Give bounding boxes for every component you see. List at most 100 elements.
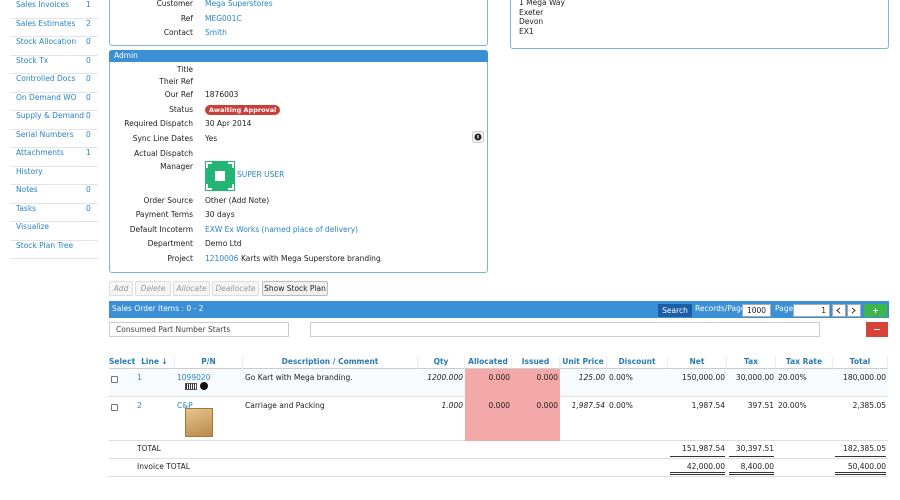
admin-title: Admin (114, 51, 138, 60)
admin-label: Default Incoterm (129, 225, 193, 234)
table-cell[interactable]: 2 (137, 401, 142, 410)
sidebar-item[interactable] (10, 74, 98, 93)
sidebar-item[interactable] (10, 204, 98, 222)
sidebar-label[interactable]: Attachments (16, 148, 64, 157)
address-line: Devon (519, 17, 544, 27)
table-cell: 20.00% (778, 373, 807, 382)
action-button[interactable]: Delete (135, 281, 171, 296)
sidebar-item[interactable] (10, 37, 98, 56)
sidebar-item[interactable] (10, 185, 98, 204)
next-page[interactable] (847, 304, 861, 317)
admin-value: Demo Ltd (205, 239, 242, 248)
column-header[interactable]: P/N (175, 356, 243, 369)
sidebar-count: 0 (86, 129, 91, 139)
column-header[interactable]: Select (109, 356, 135, 369)
column-header[interactable]: Discount (607, 356, 668, 369)
admin-value: Other (Add Note) (205, 196, 270, 205)
sidebar-label[interactable]: History (16, 166, 43, 176)
action-button[interactable]: Add (109, 281, 133, 296)
column-header[interactable]: Line ↓ (135, 356, 175, 369)
action-button[interactable]: Allocate (173, 281, 210, 296)
table-cell: 125.00 (578, 373, 605, 382)
admin-label: Their Ref (159, 77, 193, 86)
sidebar-item[interactable] (10, 167, 98, 185)
table-cell: 180,000.00 (843, 373, 886, 382)
sidebar-label[interactable]: On Demand WO (16, 92, 77, 102)
prev-page[interactable] (832, 304, 846, 317)
filter-input[interactable]: Consumed Part Number Starts (109, 322, 289, 337)
admin-value[interactable]: 1210006 (205, 254, 239, 263)
admin-label: Project (167, 254, 193, 263)
customer-value[interactable]: Smith (205, 28, 227, 37)
table-cell[interactable]: 1 (137, 373, 142, 382)
sidebar-item[interactable] (10, 19, 98, 37)
sidebar-item[interactable] (10, 111, 98, 130)
admin-value[interactable]: EXW Ex Works (named place of delivery) (205, 225, 359, 234)
total-value: 50,400.00 (835, 461, 886, 475)
page-input[interactable]: 1 (793, 304, 830, 317)
admin-panel (109, 50, 488, 273)
admin-label: Our Ref (164, 90, 193, 99)
column-header[interactable]: Description / Comment (243, 356, 418, 369)
address-panel (510, 0, 889, 49)
table-cell: 0.000 (536, 401, 558, 410)
search-button[interactable]: Search (658, 304, 692, 317)
column-header[interactable]: Net (668, 356, 727, 369)
sidebar-label[interactable]: Tasks (16, 203, 37, 213)
action-button[interactable]: Show Stock Plan (262, 281, 328, 296)
sidebar-item[interactable] (10, 0, 98, 19)
sidebar-label[interactable]: Notes (16, 185, 38, 194)
table-cell: 397.51 (747, 401, 774, 410)
customer-label: Contact (163, 28, 193, 37)
admin-label: Actual Dispatch (134, 149, 193, 158)
status-badge: Awaiting Approval (205, 105, 281, 115)
sidebar-count: 0 (86, 74, 91, 83)
sidebar-item[interactable] (10, 241, 98, 259)
row-checkbox[interactable] (111, 376, 118, 383)
help-icon[interactable] (472, 131, 484, 143)
address-line: EX1 (519, 27, 534, 37)
sidebar-item[interactable] (10, 56, 98, 74)
admin-label: Sync Line Dates (132, 134, 193, 143)
sidebar-label[interactable]: Visualize (16, 222, 50, 231)
table-cell: 0.000 (488, 401, 510, 410)
product-image (185, 408, 213, 437)
sidebar-label[interactable]: Supply & Demand (16, 111, 84, 120)
admin-label: Department (147, 239, 193, 248)
column-header[interactable]: Issued (512, 356, 560, 369)
column-header[interactable]: Qty (418, 356, 465, 369)
sidebar-item[interactable] (10, 148, 98, 167)
sidebar-label[interactable]: Serial Numbers (16, 129, 74, 139)
sidebar-label[interactable]: Stock Tx (16, 55, 49, 65)
sidebar-label[interactable]: Stock Allocation (16, 37, 77, 46)
column-header[interactable]: Unit Price (560, 356, 607, 369)
sidebar-label[interactable]: Sales Invoices (16, 0, 70, 9)
sidebar-item[interactable] (10, 93, 98, 111)
table-cell: 30,000.00 (735, 373, 774, 382)
total-value: 182,385.05 (835, 443, 886, 457)
sidebar-label[interactable]: Sales Estimates (16, 18, 76, 28)
sidebar-count: 0 (86, 37, 91, 46)
customer-value[interactable]: Mega Superstores (205, 0, 273, 8)
sidebar-item[interactable] (10, 130, 98, 148)
action-button[interactable]: Deallocate (212, 281, 259, 296)
table-cell[interactable]: 1099020 (177, 373, 211, 382)
filter-input-2[interactable] (310, 322, 820, 337)
sidebar-item[interactable] (10, 222, 98, 241)
column-header[interactable]: Tax Rate (776, 356, 833, 369)
column-header[interactable]: Total (833, 356, 888, 369)
table-cell[interactable]: C&P (177, 401, 193, 410)
sidebar-label[interactable]: Stock Plan Tree (16, 240, 74, 250)
sidebar-count: 0 (86, 111, 91, 120)
customer-value[interactable]: MEG001C (205, 13, 242, 23)
sidebar-label[interactable]: Controlled Docs (16, 74, 76, 83)
column-header[interactable]: Allocated (465, 356, 512, 369)
admin-value: Yes (205, 134, 218, 143)
clear-filter[interactable] (866, 322, 888, 337)
manager-name[interactable]: SUPER USER (237, 170, 285, 179)
records-input[interactable]: 1000 (742, 304, 771, 317)
row-checkbox[interactable] (111, 404, 118, 411)
records-label: Records/Page (695, 304, 746, 313)
customer-label: Ref (180, 13, 193, 23)
column-header[interactable]: Tax (727, 356, 776, 369)
